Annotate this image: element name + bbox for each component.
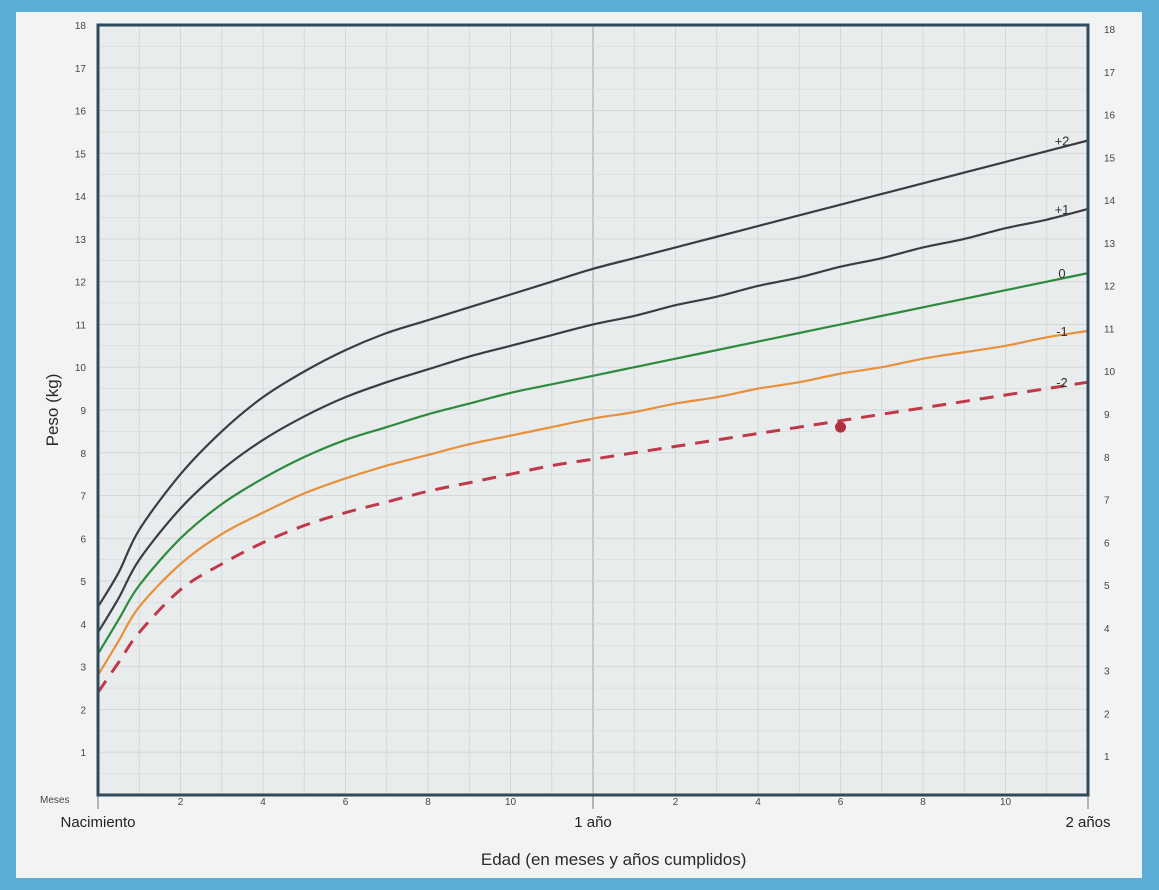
y-tick-label-right: 10 [1104,367,1116,378]
data-point [835,421,846,433]
series-line [96,329,1090,677]
y-tick-label: 15 [75,149,87,160]
x-major-label: 2 años [1065,814,1110,831]
y-tick-label-right: 15 [1104,153,1116,164]
x-major-label: 1 año [574,814,612,831]
y-tick-label: 17 [75,64,87,75]
y-tick-label-right: 3 [1104,667,1110,678]
x-month-tick: 8 [425,797,431,808]
y-tick-label: 9 [80,406,86,417]
y-tick-label: 10 [75,363,87,374]
plot-frame [96,23,1090,797]
y-tick-label-right: 13 [1104,239,1116,250]
y-tick-label-right: 14 [1104,196,1116,207]
y-tick-label: 13 [75,235,87,246]
y-tick-label: 11 [76,320,87,331]
y-tick-label: 5 [80,577,86,588]
y-tick-label-right: 12 [1104,282,1116,293]
y-tick-label-right: 1 [1104,752,1110,763]
y-tick-label: 14 [75,192,87,203]
y-tick-label: 16 [75,107,87,118]
x-month-tick: 4 [755,797,761,808]
series-lines [96,139,1090,694]
x-month-tick: 8 [920,797,926,808]
x-month-tick: 2 [178,797,184,808]
series-line [96,207,1090,634]
y-tick-label: 7 [80,492,86,503]
y-tick-label: 8 [80,449,86,460]
series-label: -2 [1056,375,1068,390]
x-month-tick: 2 [673,797,679,808]
y-tick-label-right: 16 [1104,111,1116,122]
series-line [96,380,1089,694]
y-tick-label-right: 17 [1104,68,1116,79]
x-month-tick: 10 [1000,797,1012,808]
y-tick-label-right: 9 [1104,410,1110,421]
x-major-label: Nacimiento [60,814,135,831]
series-labels: +2 +1 0 -1 -2 [1055,134,1070,391]
series-line [96,272,1090,655]
y-tick-label: 6 [80,534,86,545]
y-tick-label-right: 8 [1104,453,1110,464]
y-tick-label-right: 7 [1104,496,1110,507]
x-month-tick: 10 [505,797,517,808]
y-tick-label: 1 [80,748,86,759]
y-tick-label-right: 11 [1104,324,1115,335]
y-tick-label: 3 [80,663,86,674]
series-label: 0 [1058,266,1065,281]
y-axis-title: Peso (kg) [43,374,62,447]
series-label: +2 [1055,134,1070,149]
y-tick-label: 4 [80,620,86,631]
y-tick-label: 18 [75,21,87,32]
y-tick-label: 12 [75,278,87,289]
y-tick-label-right: 5 [1104,581,1110,592]
y-tick-label-right: 2 [1104,709,1110,720]
x-month-tick: 6 [838,797,844,808]
y-tick-label: 2 [80,705,86,716]
x-month-tick: 4 [260,797,266,808]
series-line [96,139,1090,608]
y-tick-label-right: 18 [1104,25,1116,36]
y-tick-label-right: 6 [1104,538,1110,549]
x-month-tick: 6 [343,797,349,808]
x-axis-title: Edad (en meses y años cumplidos) [481,850,747,869]
y-tick-label-right: 4 [1104,624,1110,635]
data-points [835,421,846,433]
months-label: Meses [40,795,69,806]
series-label: +1 [1055,202,1070,217]
series-label: -1 [1056,324,1068,339]
x-ticks: 2 4 6 8 10 2 4 6 8 10 Nacimiento 1 año 2 años [60,795,1111,831]
